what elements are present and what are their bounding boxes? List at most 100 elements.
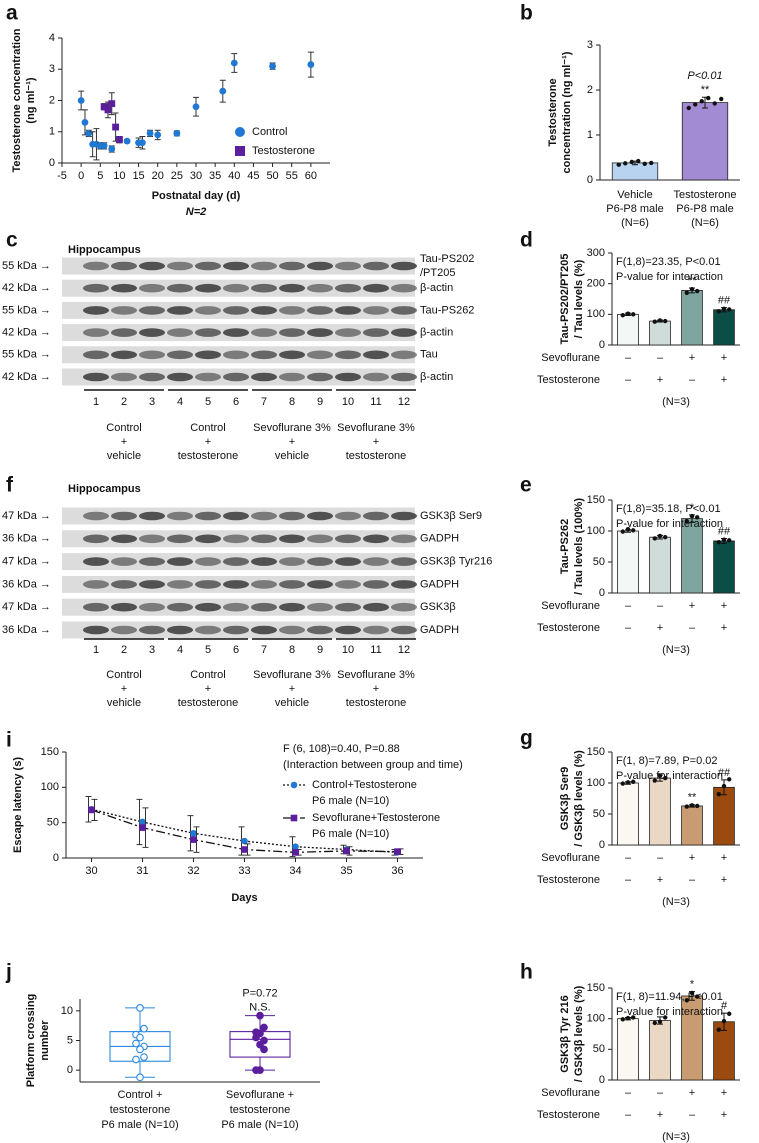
lane-number: 3 bbox=[149, 644, 155, 656]
data-point bbox=[631, 1015, 636, 1020]
blot-band bbox=[307, 602, 333, 612]
blot-band bbox=[111, 328, 137, 337]
factor-label: Testosterone bbox=[537, 1109, 600, 1121]
legend-label: Control bbox=[252, 126, 287, 138]
factor-level: – bbox=[657, 352, 664, 364]
blot-band bbox=[307, 511, 333, 521]
blot-band bbox=[139, 511, 165, 521]
data-point bbox=[146, 129, 154, 137]
factor-level: + bbox=[721, 1109, 727, 1121]
data-point bbox=[631, 779, 636, 784]
blot-band bbox=[279, 511, 305, 521]
x-tick-label: 34 bbox=[289, 865, 301, 877]
group-label: + bbox=[373, 683, 379, 695]
lane-number: 11 bbox=[370, 644, 381, 656]
panel-letter: i bbox=[6, 729, 12, 752]
factor-level: – bbox=[625, 852, 632, 864]
blot-band bbox=[83, 580, 109, 589]
bar bbox=[649, 777, 671, 846]
blot-band bbox=[391, 328, 417, 337]
y-tick-label: 100 bbox=[587, 1013, 605, 1025]
blot-band bbox=[391, 534, 417, 544]
factor-label: Testosterone bbox=[537, 374, 600, 386]
data-point bbox=[256, 1011, 264, 1020]
data-point bbox=[693, 102, 698, 107]
blot-band bbox=[307, 557, 333, 566]
y-tick-label: 3 bbox=[587, 39, 593, 51]
x-tick-label: 25 bbox=[171, 170, 183, 182]
group-label: Sevoflurane 3% bbox=[337, 669, 415, 681]
factor-level: + bbox=[721, 352, 727, 364]
lane-number: 12 bbox=[398, 644, 410, 656]
data-point bbox=[620, 313, 625, 318]
blot-label: β-actin bbox=[420, 282, 453, 294]
blot-band bbox=[391, 511, 417, 521]
blot-band bbox=[139, 306, 165, 315]
lane-number: 1 bbox=[93, 396, 99, 408]
blot-band bbox=[83, 283, 109, 293]
blot-band bbox=[335, 511, 361, 521]
blot-band bbox=[83, 306, 109, 315]
blot-band bbox=[223, 625, 249, 635]
factor-level: – bbox=[657, 1087, 664, 1099]
blot-band bbox=[307, 625, 333, 635]
kda-label: 36 kDa → bbox=[2, 624, 51, 636]
group-label: + bbox=[289, 436, 295, 448]
blot-band bbox=[139, 602, 165, 612]
group-label: vehicle bbox=[275, 697, 309, 709]
blot-band bbox=[83, 372, 109, 382]
data-point bbox=[620, 1017, 625, 1022]
x-tick-label: 55 bbox=[286, 170, 298, 182]
group-label: + bbox=[205, 436, 211, 448]
data-point bbox=[721, 1018, 727, 1024]
x-tick-label: 33 bbox=[238, 865, 250, 877]
blot-band bbox=[167, 557, 193, 566]
y-tick-label: 0 bbox=[599, 339, 605, 351]
data-point bbox=[657, 773, 663, 778]
blot-band bbox=[279, 534, 305, 544]
blot-band bbox=[111, 283, 137, 293]
data-point bbox=[219, 87, 227, 95]
blot-band bbox=[363, 602, 389, 612]
lane-number: 8 bbox=[289, 644, 295, 656]
lane-number: 4 bbox=[177, 644, 183, 656]
data-point bbox=[132, 1039, 140, 1048]
blot-band bbox=[83, 511, 109, 521]
blot-band bbox=[335, 350, 361, 360]
stat-annotation: P<0.01 bbox=[687, 70, 722, 82]
data-point bbox=[652, 319, 657, 324]
x-tick-label: 10 bbox=[113, 170, 125, 182]
y-tick-label: 0 bbox=[53, 852, 59, 864]
y-tick-label: 1 bbox=[49, 126, 55, 138]
blot-band bbox=[251, 306, 277, 315]
blot-band bbox=[195, 511, 221, 521]
y-axis-label: Testosterone concentration bbox=[11, 28, 23, 172]
blot-band bbox=[223, 328, 249, 337]
group-label: Sevoflurane 3% bbox=[253, 669, 331, 681]
x-tick-label: -5 bbox=[57, 170, 67, 182]
group-label: vehicle bbox=[107, 450, 141, 462]
x-axis-label: Postnatal day (d) bbox=[152, 190, 241, 202]
blot-band bbox=[279, 283, 305, 293]
data-point bbox=[631, 528, 636, 533]
blot-band bbox=[111, 534, 137, 544]
x-tick-label: (N=6) bbox=[621, 217, 649, 229]
blot-band bbox=[335, 602, 361, 612]
significance-mark: ## bbox=[718, 767, 731, 779]
x-tick-label: 0 bbox=[78, 170, 84, 182]
factor-label: Sevoflurane bbox=[541, 600, 600, 612]
legend-sublabel: P6 male (N=10) bbox=[312, 795, 389, 807]
factor-level: – bbox=[625, 600, 632, 612]
data-point bbox=[629, 159, 634, 165]
data-point bbox=[241, 846, 248, 853]
blot-band bbox=[111, 580, 137, 589]
data-point bbox=[173, 129, 181, 137]
blot-band bbox=[279, 602, 305, 612]
lane-number: 2 bbox=[121, 396, 127, 408]
data-point bbox=[292, 843, 299, 850]
significance-mark: # bbox=[721, 1000, 728, 1012]
blot-band bbox=[363, 328, 389, 337]
data-point bbox=[695, 515, 700, 520]
blot-band bbox=[279, 261, 305, 271]
blot-band bbox=[335, 557, 361, 566]
